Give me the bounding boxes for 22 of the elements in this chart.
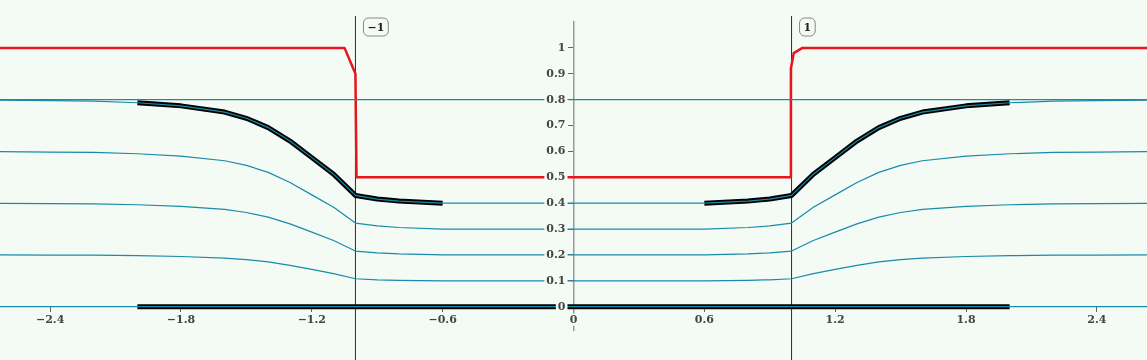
x-tick-label: 1.2 <box>825 312 845 326</box>
x-tick-label: −1.2 <box>297 312 327 326</box>
x-tick-label: 2.4 <box>1087 312 1107 326</box>
x-tick-label: 0 <box>569 312 578 326</box>
y-tick-label: 0.7 <box>546 118 566 132</box>
y-tick-label: 0.6 <box>546 144 566 158</box>
y-tick-label: 0.5 <box>546 170 566 184</box>
y-tick-label: 0.1 <box>546 273 566 287</box>
ref-line-label: −1 <box>367 20 385 34</box>
x-tick-label: 1.8 <box>956 312 976 326</box>
y-tick-label: 0 <box>557 299 566 313</box>
y-tick-label: 0.9 <box>546 66 566 80</box>
ref-line-label: 1 <box>803 20 812 34</box>
y-tick-label: 0.4 <box>546 196 566 210</box>
x-tick-label: 0.6 <box>694 312 715 326</box>
x-tick-label: −2.4 <box>35 312 65 326</box>
y-tick-label: 0.2 <box>546 247 566 261</box>
x-tick-label: −1.8 <box>166 312 196 326</box>
y-tick-label: 0.3 <box>546 221 566 235</box>
y-tick-label: 1 <box>557 40 566 54</box>
y-tick-label: 0.8 <box>546 92 566 106</box>
x-tick-label: −0.6 <box>428 312 458 326</box>
